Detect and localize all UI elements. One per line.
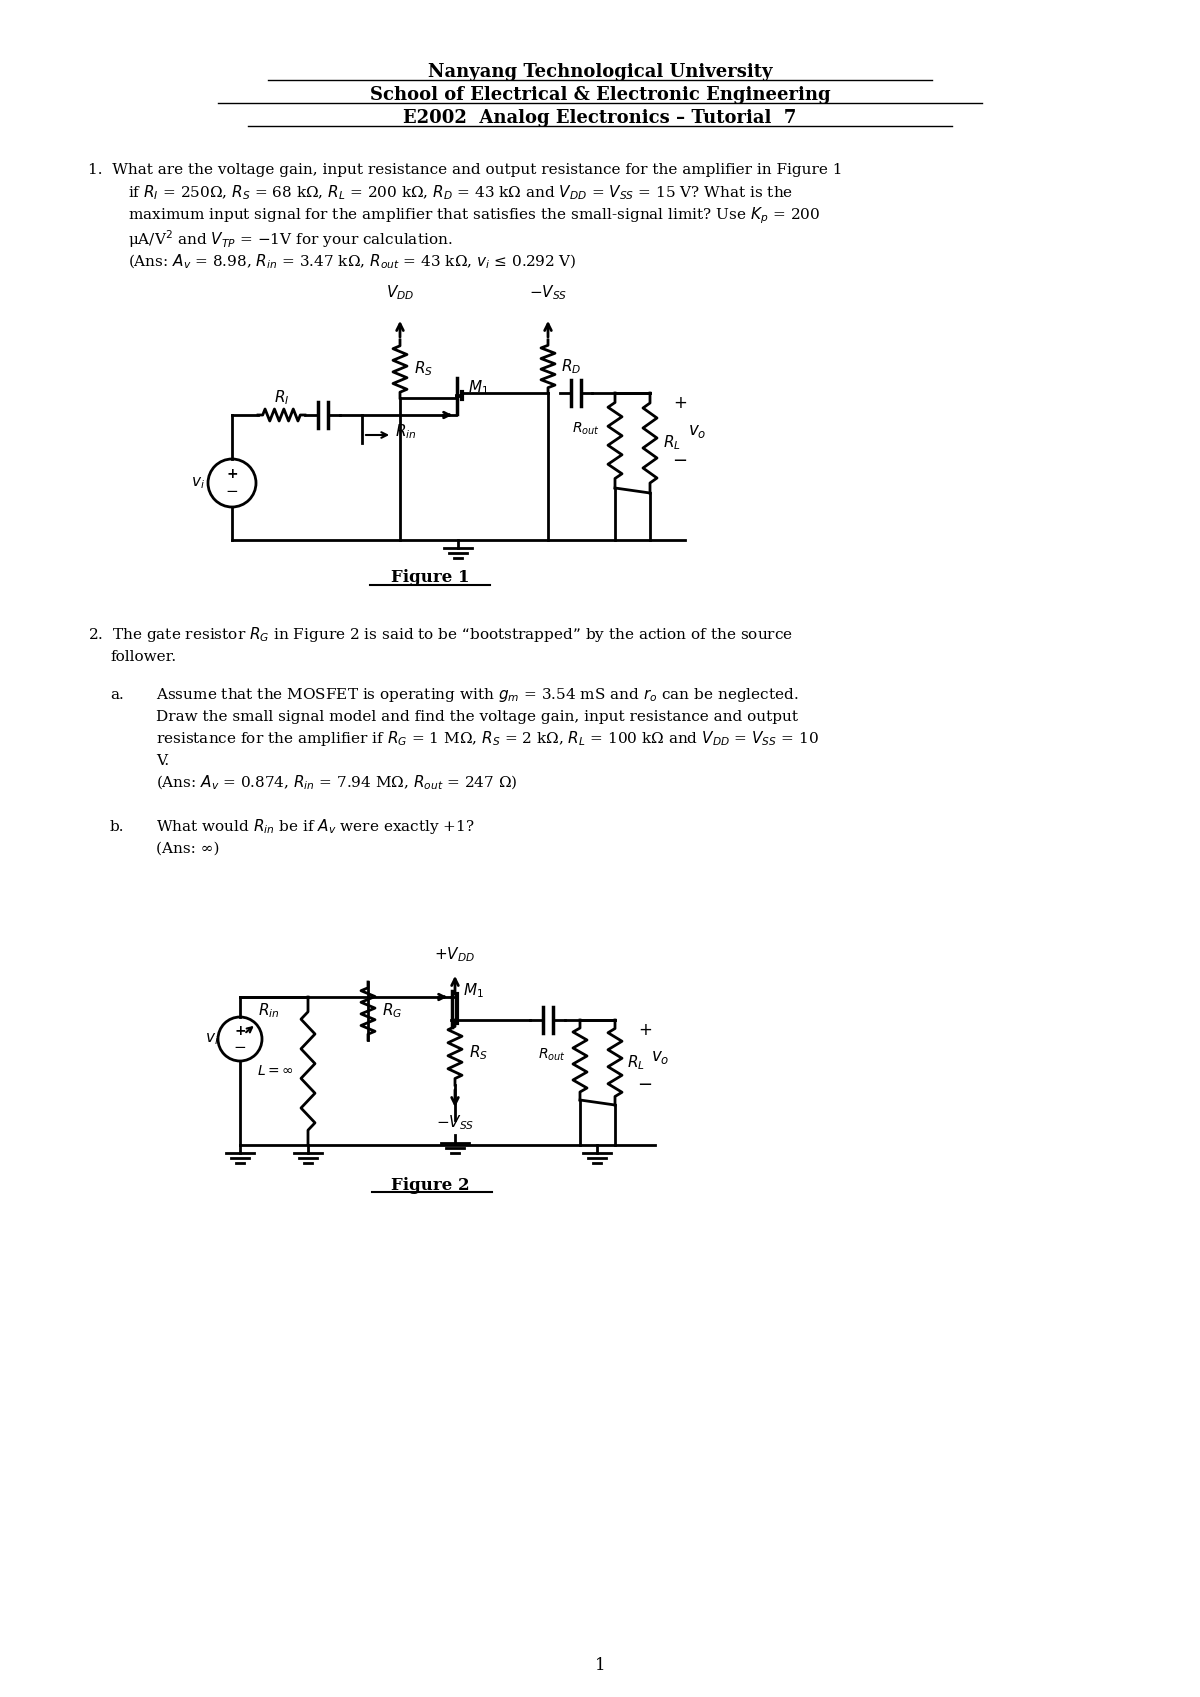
Text: School of Electrical & Electronic Engineering: School of Electrical & Electronic Engine… (370, 87, 830, 104)
Text: $R_S$: $R_S$ (414, 360, 433, 378)
Text: Nanyang Technological University: Nanyang Technological University (427, 63, 773, 81)
Text: Figure 2: Figure 2 (391, 1176, 469, 1193)
Text: μA/V$^2$ and $V_{TP}$ = −1V for your calculation.: μA/V$^2$ and $V_{TP}$ = −1V for your cal… (128, 227, 452, 249)
Text: if $R_I$ = 250Ω, $R_S$ = 68 kΩ, $R_L$ = 200 kΩ, $R_D$ = 43 kΩ and $V_{DD}$ = $V_: if $R_I$ = 250Ω, $R_S$ = 68 kΩ, $R_L$ = … (128, 183, 793, 202)
Text: Assume that the MOSFET is operating with $g_m$ = 3.54 mS and $r_o$ can be neglec: Assume that the MOSFET is operating with… (156, 686, 798, 704)
Text: $R_L$: $R_L$ (662, 434, 680, 453)
Text: $v_o$: $v_o$ (688, 423, 707, 440)
Text: $-V_{SS}$: $-V_{SS}$ (529, 283, 568, 302)
Text: E2002  Analog Electronics – Tutorial  7: E2002 Analog Electronics – Tutorial 7 (403, 109, 797, 127)
Text: +: + (226, 467, 238, 480)
Text: $R_I$: $R_I$ (274, 389, 289, 407)
Text: $v_i$: $v_i$ (205, 1032, 218, 1047)
Text: +: + (234, 1023, 246, 1039)
Text: $+V_{DD}$: $+V_{DD}$ (434, 945, 475, 964)
Text: $R_S$: $R_S$ (469, 1044, 488, 1062)
Text: $-V_{SS}$: $-V_{SS}$ (436, 1113, 474, 1132)
Text: $R_{in}$: $R_{in}$ (395, 423, 416, 441)
Text: $v_i$: $v_i$ (191, 475, 205, 490)
Text: −: − (226, 485, 239, 499)
Text: −: − (234, 1040, 246, 1054)
Text: a.: a. (110, 687, 124, 703)
Text: (Ans: ∞): (Ans: ∞) (156, 842, 220, 855)
Text: $V_{DD}$: $V_{DD}$ (386, 283, 414, 302)
Text: follower.: follower. (110, 650, 176, 664)
Text: 1.  What are the voltage gain, input resistance and output resistance for the am: 1. What are the voltage gain, input resi… (88, 163, 842, 176)
Text: $L = \infty$: $L = \infty$ (257, 1064, 294, 1078)
Text: Draw the small signal model and find the voltage gain, input resistance and outp: Draw the small signal model and find the… (156, 709, 798, 725)
Text: $v_o$: $v_o$ (650, 1049, 670, 1066)
Text: $R_{out}$: $R_{out}$ (538, 1047, 566, 1064)
Text: V.: V. (156, 753, 169, 769)
Text: $R_L$: $R_L$ (628, 1054, 644, 1073)
Text: $R_G$: $R_G$ (382, 1001, 402, 1020)
Text: What would $R_{in}$ be if $A_v$ were exactly +1?: What would $R_{in}$ be if $A_v$ were exa… (156, 818, 475, 837)
Text: (Ans: $A_v$ = 8.98, $R_{in}$ = 3.47 kΩ, $R_{out}$ = 43 kΩ, $v_i$ ≤ 0.292 V): (Ans: $A_v$ = 8.98, $R_{in}$ = 3.47 kΩ, … (128, 253, 577, 272)
Text: resistance for the amplifier if $R_G$ = 1 MΩ, $R_S$ = 2 kΩ, $R_L$ = 100 kΩ and $: resistance for the amplifier if $R_G$ = … (156, 730, 818, 748)
Text: b.: b. (110, 820, 125, 833)
Text: +: + (673, 394, 686, 412)
Text: $M_1$: $M_1$ (468, 378, 488, 397)
Text: −: − (672, 451, 688, 470)
Text: $M_1$: $M_1$ (463, 981, 484, 1000)
Text: −: − (637, 1076, 653, 1095)
Text: +: + (638, 1022, 652, 1039)
Text: 1: 1 (595, 1656, 605, 1673)
Text: 2.  The gate resistor $R_G$ in Figure 2 is said to be “bootstrapped” by the acti: 2. The gate resistor $R_G$ in Figure 2 i… (88, 626, 793, 645)
Text: $R_{in}$: $R_{in}$ (258, 1001, 280, 1020)
Text: Figure 1: Figure 1 (391, 570, 469, 587)
Text: maximum input signal for the amplifier that satisfies the small-signal limit? Us: maximum input signal for the amplifier t… (128, 205, 821, 226)
Text: $R_{out}$: $R_{out}$ (572, 421, 600, 436)
Text: $R_D$: $R_D$ (562, 356, 581, 375)
Text: (Ans: $A_v$ = 0.874, $R_{in}$ = 7.94 MΩ, $R_{out}$ = 247 Ω): (Ans: $A_v$ = 0.874, $R_{in}$ = 7.94 MΩ,… (156, 774, 517, 792)
